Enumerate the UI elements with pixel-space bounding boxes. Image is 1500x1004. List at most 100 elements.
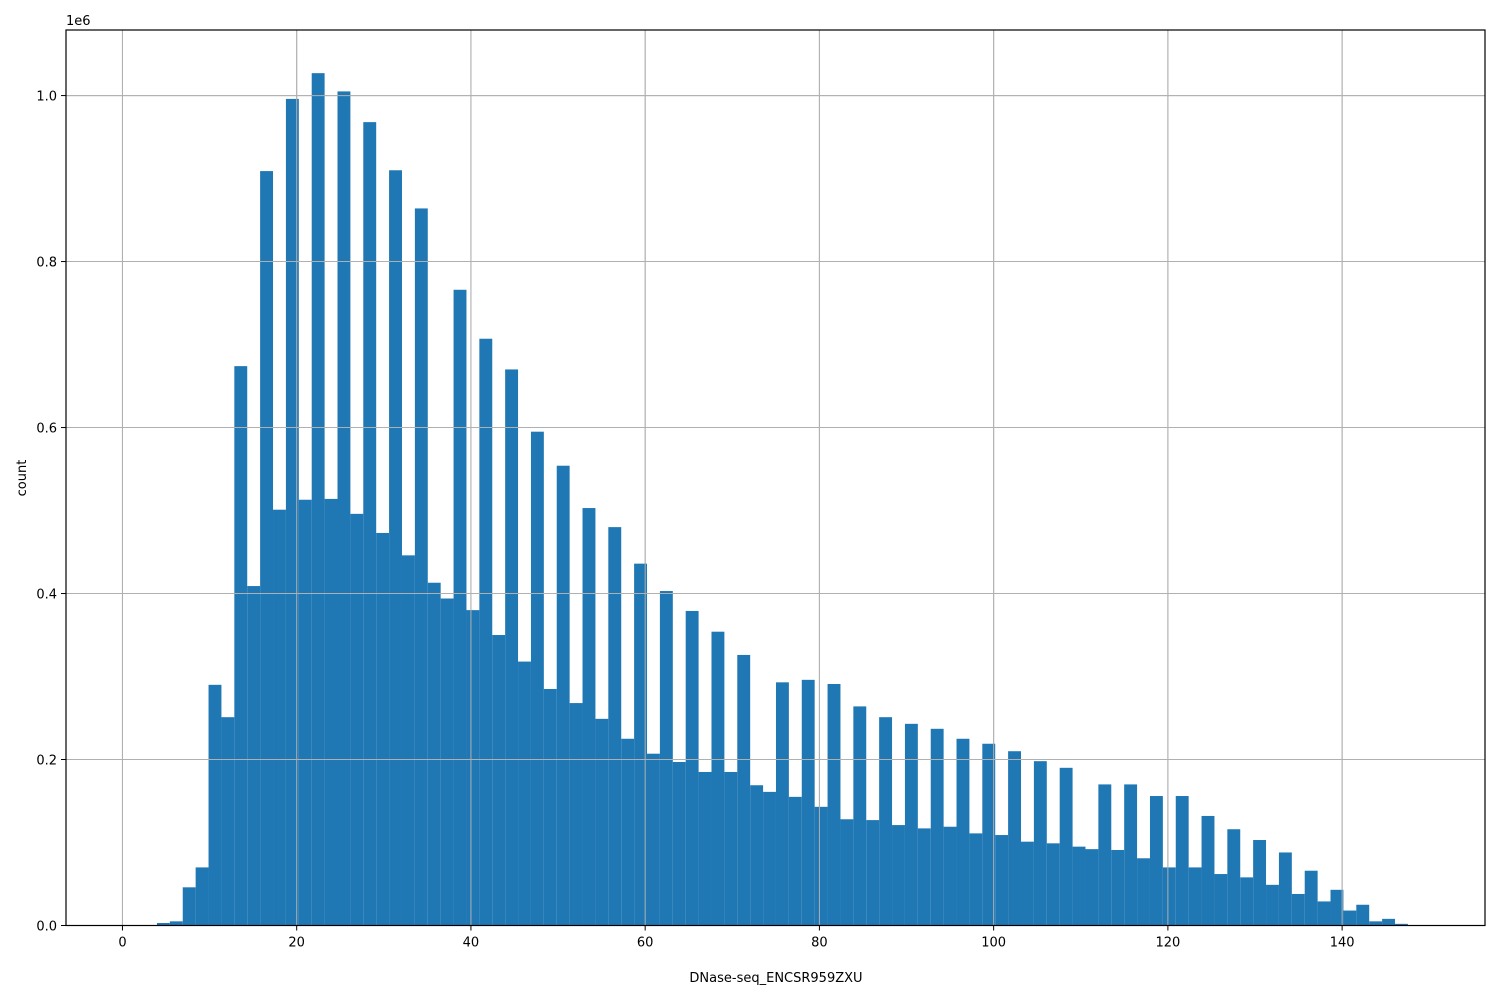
histogram-bar (647, 753, 660, 926)
histogram-bar (866, 820, 880, 926)
histogram-bar (1214, 874, 1228, 926)
histogram-bar (453, 289, 467, 926)
histogram-bar (260, 171, 274, 926)
histogram-bar (1188, 867, 1202, 926)
histogram-bar (892, 825, 905, 926)
histogram-bar (711, 631, 725, 926)
histogram-bar (634, 563, 648, 926)
histogram-bar (569, 703, 583, 926)
histogram-bar (814, 806, 828, 926)
x-tick-label: 100 (981, 936, 1006, 951)
histogram-bar (1253, 840, 1267, 926)
histogram-bar (221, 717, 235, 926)
x-tick-label: 140 (1330, 936, 1355, 951)
histogram-bar (1343, 910, 1357, 926)
histogram-bar (324, 498, 338, 926)
x-tick-label: 80 (811, 936, 828, 951)
histogram-bar (466, 610, 480, 926)
histogram-bar (1278, 852, 1292, 926)
histogram-bar (401, 555, 415, 926)
histogram-bar (1369, 921, 1383, 926)
histogram-bar (788, 796, 802, 926)
histogram-bar (1085, 849, 1099, 926)
histogram-bar (492, 635, 506, 926)
histogram-bar (801, 679, 815, 926)
histogram-bar (530, 431, 544, 926)
histogram-bar (156, 923, 170, 926)
histogram-bar (1072, 846, 1086, 926)
histogram-bar (608, 527, 622, 926)
histogram-bar (350, 513, 364, 926)
histogram-bar (750, 785, 764, 926)
histogram-bar (827, 683, 841, 926)
histogram-bar (672, 762, 686, 926)
histogram-bar (1124, 784, 1138, 926)
x-tick-label: 0 (118, 936, 126, 951)
histogram-bar (389, 170, 402, 926)
histogram-bar (337, 91, 351, 926)
histogram-bar (1227, 829, 1241, 926)
histogram-bar (182, 887, 196, 926)
histogram-bar (363, 122, 377, 926)
x-tick-label: 20 (288, 936, 305, 951)
histogram-bar (1008, 751, 1022, 926)
y-axis-ticks: 0.0 0.2 0.4 0.6 0.8 1.0 (36, 90, 66, 935)
histogram-bar (1059, 767, 1073, 926)
histogram-bar (414, 208, 428, 926)
histogram-bar (1201, 815, 1215, 926)
histogram-bar (1356, 904, 1370, 926)
histogram-bar (169, 921, 183, 926)
histogram-bar (775, 682, 789, 926)
y-tick-label: 0.4 (36, 588, 57, 603)
histogram-bar (879, 717, 893, 926)
histogram-bar (1175, 796, 1189, 926)
histogram-bar (853, 706, 867, 926)
histogram-bar (556, 465, 570, 926)
histogram-bar (943, 826, 957, 926)
histogram-bar (621, 738, 635, 926)
histogram-bar (995, 835, 1009, 926)
y-tick-label: 0.0 (36, 920, 57, 935)
histogram-bar (1137, 858, 1150, 926)
histogram-bar (698, 771, 712, 926)
histogram-bar (1394, 923, 1408, 926)
histogram-bar (298, 499, 312, 926)
histogram-bar (543, 688, 557, 926)
y-axis-label: count (15, 460, 30, 497)
x-tick-label: 60 (637, 936, 654, 951)
y-offset-label: 1e6 (66, 14, 91, 29)
x-axis-label: DNase-seq_ENCSR959ZXU (689, 971, 862, 986)
histogram-bar (982, 743, 996, 926)
histogram-bar (969, 833, 983, 926)
histogram-bar (724, 771, 738, 926)
y-tick-label: 0.2 (36, 754, 57, 769)
histogram-bar (1240, 877, 1254, 926)
histogram-bar (505, 369, 519, 926)
histogram-bar (840, 819, 854, 926)
histogram-bar (311, 73, 325, 926)
histogram-bar (930, 728, 944, 926)
histogram-bar (376, 532, 390, 926)
histogram-bar (1149, 796, 1163, 926)
histogram-bar (285, 98, 299, 926)
histogram-bar (1033, 761, 1047, 926)
histogram-bar (685, 610, 699, 926)
histogram-bar (1330, 889, 1344, 926)
histogram-bar (195, 867, 209, 926)
y-tick-label: 0.6 (36, 422, 57, 437)
histogram-bar (1111, 849, 1125, 926)
histogram-bar (273, 509, 286, 926)
histogram-bar (1317, 901, 1331, 926)
histogram-bar (904, 723, 918, 926)
histogram-bar (737, 654, 751, 926)
histogram-bar (1291, 893, 1305, 926)
histogram-bar (956, 738, 970, 926)
histogram-bar (1162, 867, 1176, 926)
histogram-bar (427, 582, 441, 926)
histogram-bar (1021, 841, 1034, 926)
y-tick-label: 0.8 (36, 256, 57, 271)
histogram-bar (659, 591, 673, 926)
histogram-bar (208, 684, 222, 926)
